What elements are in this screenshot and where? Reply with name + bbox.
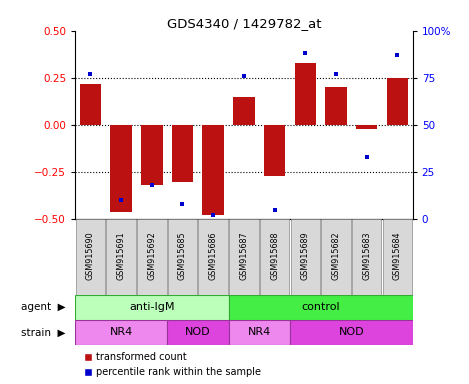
Point [117,197,125,204]
Text: control: control [301,302,340,312]
Bar [386,78,408,125]
Text: GSM915682: GSM915682 [332,231,340,280]
Text: GSM915686: GSM915686 [209,231,218,280]
Bar [295,63,316,125]
Bar [264,125,285,176]
Bar [106,219,136,295]
Text: agent  ▶: agent ▶ [21,302,66,312]
Point [302,50,309,56]
Bar [352,219,381,295]
Bar [110,125,132,212]
Point [148,182,156,189]
Text: GSM915690: GSM915690 [86,231,95,280]
Bar [290,219,320,295]
Text: strain  ▶: strain ▶ [21,327,66,337]
Text: anti-IgM: anti-IgM [129,302,174,312]
Text: GSM915684: GSM915684 [393,231,402,280]
Bar [76,219,105,295]
Bar [228,320,290,345]
Bar [141,125,163,185]
Text: GSM915683: GSM915683 [362,231,371,280]
Point [210,212,217,218]
Bar [325,87,347,125]
Bar [356,125,378,129]
Bar [290,320,413,345]
Bar [260,219,289,295]
Point [271,207,278,213]
Text: GSM915689: GSM915689 [301,231,310,280]
Bar [383,219,412,295]
Title: GDS4340 / 1429782_at: GDS4340 / 1429782_at [166,17,321,30]
Text: GSM915691: GSM915691 [117,231,126,280]
Point [393,52,401,58]
Bar [233,97,255,125]
Bar [229,219,258,295]
Bar [203,125,224,215]
Point [332,71,340,77]
Bar [137,219,166,295]
Bar [75,320,167,345]
Bar [228,295,413,320]
Bar [321,219,351,295]
Text: NOD: NOD [185,327,211,337]
Text: GSM915692: GSM915692 [147,231,156,280]
Bar [167,320,228,345]
Text: NOD: NOD [339,327,364,337]
Point [87,71,94,77]
Bar [198,219,228,295]
Bar [172,125,193,182]
Text: GSM915687: GSM915687 [239,231,249,280]
Text: NR4: NR4 [248,327,271,337]
Point [363,154,371,160]
Point [179,201,186,207]
Bar [168,219,197,295]
Text: GSM915688: GSM915688 [270,231,279,280]
Bar [80,83,101,125]
Text: GSM915685: GSM915685 [178,231,187,280]
Legend: transformed count, percentile rank within the sample: transformed count, percentile rank withi… [80,348,265,381]
Point [240,73,248,79]
Text: NR4: NR4 [109,327,133,337]
Bar [75,295,228,320]
